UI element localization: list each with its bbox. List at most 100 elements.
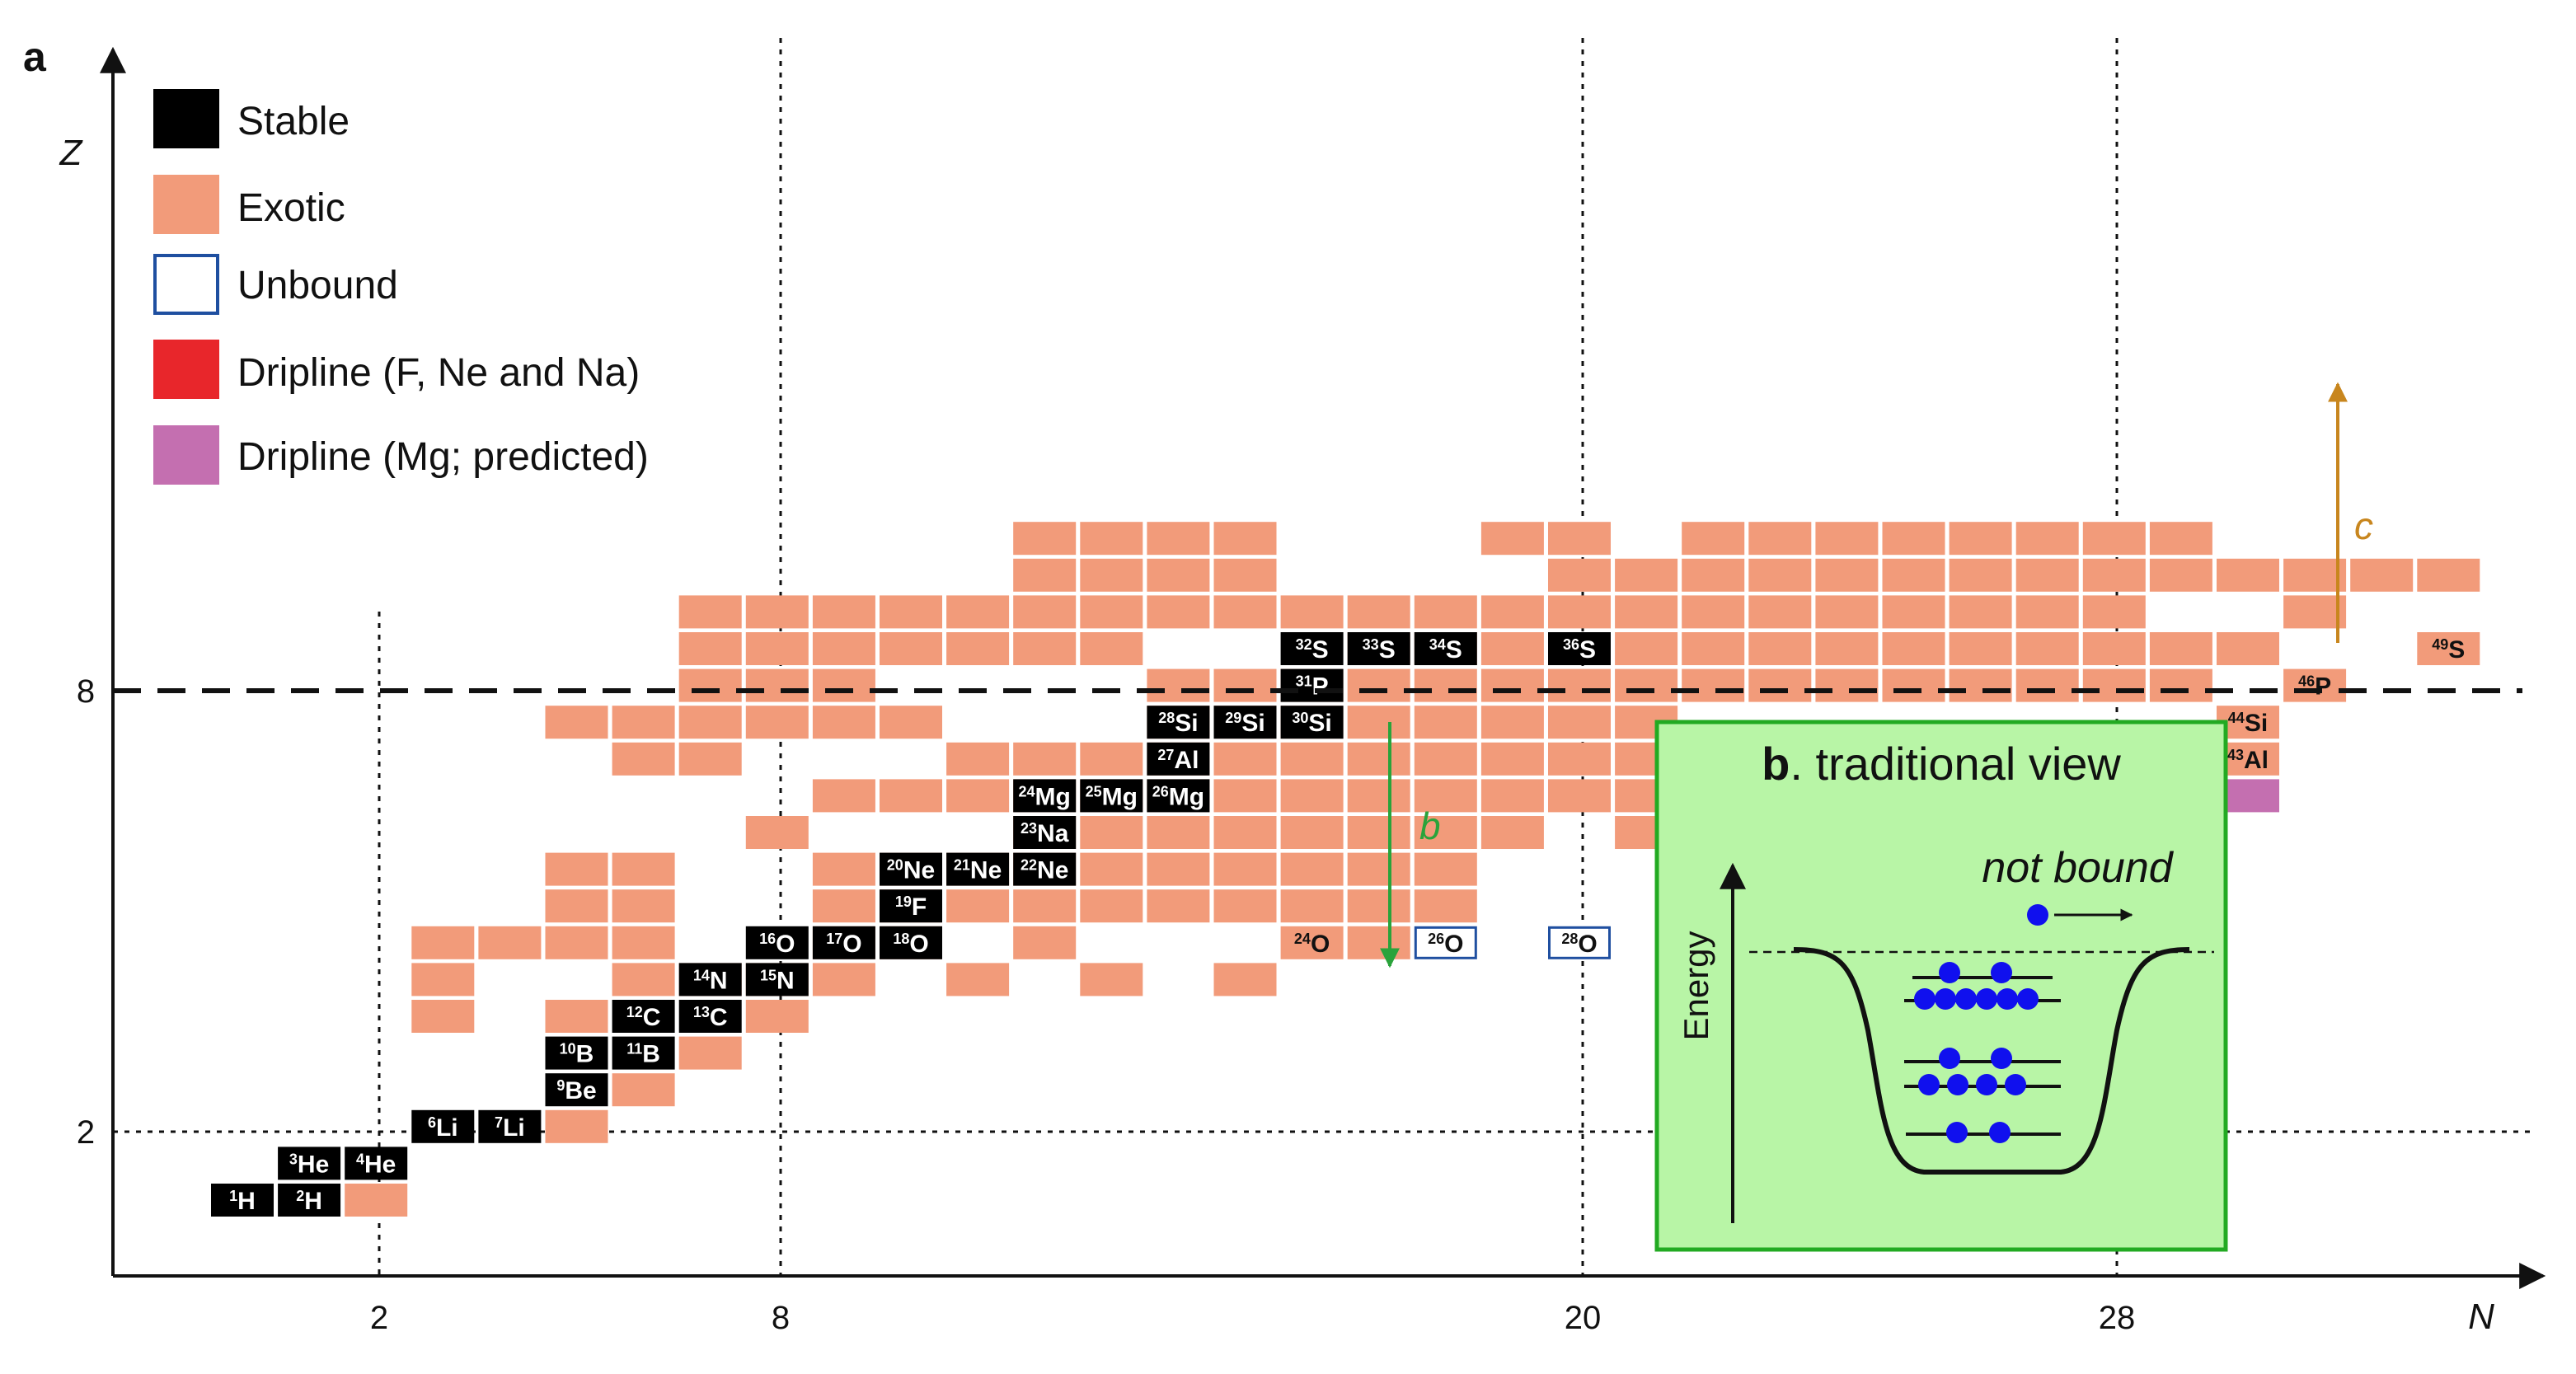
nuclide-cell-stable	[1414, 632, 1477, 665]
nuclide-cell-exotic	[2082, 522, 2146, 556]
nuclide-label: 20Ne	[887, 857, 935, 884]
nuclide-cell-exotic	[1615, 668, 1678, 702]
inset-traditional-view: b. traditional view Energy not bound	[1654, 720, 2228, 1252]
nuclide-cell-exotic	[1080, 889, 1143, 923]
legend-label-stable: Stable	[237, 100, 350, 143]
nuclide-label: 27Al	[1157, 747, 1199, 774]
nuclide-label: 3He	[289, 1151, 329, 1178]
nuclide-cell-exotic	[812, 889, 875, 923]
nuclide-cell-exotic	[745, 1000, 809, 1033]
nuclide-cell-exotic	[1480, 668, 1544, 702]
nuclide-cell-exotic	[1213, 522, 1277, 556]
nuclide-cell-exotic	[1347, 889, 1410, 923]
nuclide-cell-exotic	[545, 1109, 608, 1143]
nuclide-label: 30Si	[1292, 710, 1331, 737]
particle	[1991, 1048, 2012, 1069]
nuclide-cell-exotic	[1414, 889, 1477, 923]
inset-title-dot: .	[1790, 738, 1815, 790]
nuclide-cell-exotic	[2217, 632, 2279, 665]
x-tick-label: 20	[1565, 1300, 1602, 1336]
nuclide-cell-exotic	[2283, 595, 2347, 629]
nuclide-cell-exotic	[946, 889, 1010, 923]
particle	[1976, 1074, 1997, 1095]
nuclide-cell-exotic	[1414, 742, 1477, 776]
nuclide-cell-exotic	[812, 852, 875, 886]
nuclide-cell-exotic	[1414, 706, 1477, 739]
nuclide-cell-exotic	[1080, 632, 1143, 665]
nuclide-cell-exotic	[411, 1000, 475, 1033]
nuclide-cell-stable	[1280, 632, 1344, 665]
nuclide-label: 21Ne	[954, 857, 1002, 884]
nuclide-label: 15N	[760, 967, 795, 994]
y-ticks: 2 8	[77, 673, 95, 1151]
nuclide-cell-exotic	[1748, 522, 1812, 556]
nuclide-cell-exotic	[1013, 632, 1077, 665]
nuclide-cell-exotic	[2149, 522, 2212, 556]
nuclide-cell-exotic	[1080, 816, 1143, 849]
nuclide-cell-exotic	[1615, 632, 1678, 665]
nuclide-cell-exotic	[1615, 595, 1678, 629]
nuclide-cell-exotic	[1815, 595, 1879, 629]
nuclide-cell-exotic	[1080, 558, 1143, 592]
nuclide-cell-stable	[745, 926, 809, 959]
nuclide-cell-exotic	[411, 963, 475, 997]
nuclide-cell-exotic	[1080, 852, 1143, 886]
nuclide-cell-exotic	[2149, 632, 2212, 665]
nuclide-cell-exotic	[1347, 779, 1410, 813]
nuclide-cell-exotic	[1480, 522, 1544, 556]
arrow-b-label: b	[1419, 804, 1441, 847]
nuclide-cell-exotic	[1280, 816, 1344, 849]
nuclide-label: 9Be	[556, 1077, 596, 1104]
particle	[1989, 1122, 2011, 1143]
nuclide-cell-stable	[1080, 779, 1143, 813]
particle	[2005, 1074, 2026, 1095]
nuclide-cell-exotic	[2417, 632, 2480, 665]
nuclide-cell-stable	[1548, 632, 1611, 665]
nuclide-cell-exotic	[1147, 889, 1210, 923]
nuclide-cell-exotic	[1949, 522, 2012, 556]
nuclide-cell-exotic	[478, 926, 542, 959]
nuclide-cell-stable	[1280, 706, 1344, 739]
nuclide-cell-exotic	[1080, 742, 1143, 776]
nuclide-cell-stable	[1013, 852, 1077, 886]
nuclide-label: 18O	[893, 931, 928, 958]
nuclide-cell-exotic	[1548, 706, 1611, 739]
nuclide-cell-exotic	[1414, 779, 1477, 813]
nuclide-cell-exotic	[678, 668, 742, 702]
nuclide-cell-stable	[278, 1184, 341, 1217]
particle	[1918, 1074, 1940, 1095]
particle	[1997, 988, 2018, 1010]
nuclide-cell-exotic	[1949, 558, 2012, 592]
nuclide-cell-exotic	[1548, 779, 1611, 813]
nuclide-label: 1H	[229, 1188, 256, 1215]
nuclide-label: 14N	[693, 967, 728, 994]
nuclide-cell-exotic	[545, 706, 608, 739]
panel-label-a: a	[23, 34, 47, 80]
particle	[1939, 962, 1960, 983]
nuclide-label: 16O	[759, 931, 795, 958]
inset-title-text: traditional view	[1815, 738, 2121, 790]
inset-panel-letter: b	[1762, 738, 1790, 790]
nuclide-cell-exotic	[1213, 558, 1277, 592]
legend-label-unbound: Unbound	[237, 264, 398, 307]
nuclide-cell-stable	[678, 1000, 742, 1033]
nuclide-label: 31P	[1296, 673, 1329, 701]
nuclide-cell-exotic	[1682, 668, 1745, 702]
particle	[2017, 988, 2039, 1010]
arrow-c: c	[2328, 382, 2373, 643]
nuclide-cell-exotic	[1347, 668, 1410, 702]
nuclide-cell-exotic	[1347, 742, 1410, 776]
nuclide-cell-unbound	[1414, 926, 1477, 959]
nuclide-cell-exotic	[1213, 963, 1277, 997]
nuclide-cell-exotic	[1682, 558, 1745, 592]
particle	[1955, 988, 1977, 1010]
nuclide-cell-exotic	[2015, 668, 2079, 702]
arrow-c-label: c	[2354, 504, 2373, 547]
nuclide-cell-exotic	[1147, 816, 1210, 849]
particle	[1991, 962, 2012, 983]
escaping-particle	[2027, 904, 2048, 926]
nuclide-cell-exotic	[2149, 558, 2212, 592]
nuclide-label: 24O	[1294, 931, 1330, 958]
nuclide-cell-exotic	[2217, 558, 2279, 592]
nuclide-label: 2H	[296, 1188, 322, 1215]
